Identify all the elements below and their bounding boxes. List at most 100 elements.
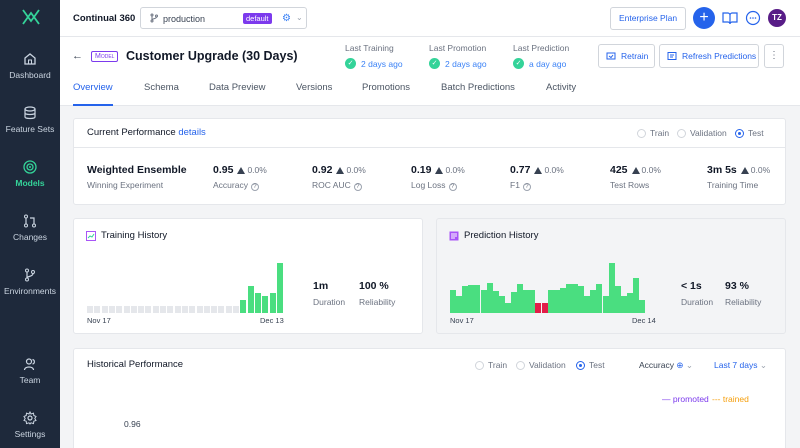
bar-success[interactable] (504, 303, 511, 313)
bar-empty[interactable] (130, 306, 137, 313)
bar-empty[interactable] (181, 306, 188, 313)
bar-success[interactable] (468, 285, 475, 313)
refresh-predictions-button[interactable]: Refresh Predictions (659, 44, 759, 68)
bar-success[interactable] (633, 278, 639, 313)
bar-success[interactable] (474, 285, 481, 313)
bar-empty[interactable] (94, 306, 101, 313)
bar-success[interactable] (620, 296, 627, 313)
bar-success[interactable] (480, 290, 487, 313)
split-radio-train[interactable]: Train (637, 128, 669, 138)
bar-success[interactable] (572, 284, 578, 313)
details-link[interactable]: details (178, 127, 206, 138)
bar-success[interactable] (511, 292, 517, 313)
meta-value[interactable]: 2 days ago (361, 58, 403, 69)
metric-select[interactable]: Accuracy ⊕ ⌄ (639, 360, 693, 371)
sidebar-item-team[interactable]: Team (0, 357, 60, 405)
bar-empty[interactable] (152, 306, 159, 313)
sidebar-item-environments[interactable]: Environments (0, 268, 60, 316)
bar-success[interactable] (626, 293, 633, 313)
bar-empty[interactable] (160, 306, 166, 313)
bar-empty[interactable] (108, 306, 115, 313)
sidebar-item-dashboard[interactable]: Dashboard (0, 52, 60, 100)
tab-activity[interactable]: Activity (546, 82, 577, 93)
tab-versions[interactable]: Versions (296, 82, 333, 93)
tab-batch-predictions[interactable]: Batch Predictions (441, 82, 515, 93)
bar-success[interactable] (639, 300, 646, 313)
bar-success[interactable] (614, 286, 621, 313)
bar-empty[interactable] (189, 306, 196, 313)
bar-empty[interactable] (203, 306, 210, 313)
bar-empty[interactable] (211, 306, 218, 313)
bar-success[interactable] (559, 288, 566, 313)
tab-data-preview[interactable]: Data Preview (209, 82, 266, 93)
tab-promotions[interactable]: Promotions (362, 82, 411, 93)
bar-success[interactable] (498, 296, 505, 313)
bar-empty[interactable] (138, 306, 145, 313)
bar-success[interactable] (240, 300, 247, 313)
bar-empty[interactable] (225, 306, 232, 313)
winner-name[interactable]: Weighted Ensemble (87, 164, 187, 176)
help-icon[interactable]: ? (250, 183, 259, 191)
back-arrow-icon[interactable]: ← (72, 50, 83, 62)
chat-icon[interactable] (745, 10, 761, 26)
bar-success[interactable] (578, 286, 585, 313)
bar-empty[interactable] (233, 306, 239, 313)
bar-success[interactable] (590, 290, 597, 313)
help-icon[interactable]: ? (353, 183, 362, 191)
split-radio-validation[interactable]: Validation (677, 128, 727, 138)
split-radio-train[interactable]: Train (475, 360, 507, 370)
bar-success[interactable] (523, 290, 530, 313)
meta-value[interactable]: 2 days ago (445, 58, 487, 69)
bar-success[interactable] (269, 293, 276, 313)
bar-success[interactable] (456, 296, 463, 313)
avatar[interactable]: TZ (768, 9, 786, 27)
bar-success[interactable] (565, 284, 572, 313)
bar-success[interactable] (596, 284, 603, 313)
tab-schema[interactable]: Schema (144, 82, 179, 93)
bar-success[interactable] (517, 284, 524, 313)
bar-empty[interactable] (101, 306, 108, 313)
bar-success[interactable] (608, 263, 615, 313)
sidebar-item-feature-sets[interactable]: Feature Sets (0, 106, 60, 154)
bar-success[interactable] (254, 293, 261, 313)
split-radio-test[interactable]: Test (576, 360, 605, 370)
bar-empty[interactable] (218, 306, 225, 313)
meta-value[interactable]: a day ago (529, 58, 567, 69)
enterprise-plan-button[interactable]: Enterprise Plan (610, 7, 686, 30)
split-radio-test[interactable]: Test (735, 128, 764, 138)
bar-success[interactable] (262, 296, 269, 313)
sidebar-item-models[interactable]: Models (0, 160, 60, 208)
sidebar-item-changes[interactable]: Changes (0, 214, 60, 262)
bar-success[interactable] (462, 286, 469, 313)
settings-gear-icon[interactable]: ⚙ (282, 13, 291, 24)
book-icon[interactable] (722, 10, 738, 26)
bar-empty[interactable] (167, 306, 174, 313)
bar-success[interactable] (247, 286, 254, 313)
bar-empty[interactable] (123, 306, 130, 313)
bar-success[interactable] (486, 283, 493, 313)
bar-failed[interactable] (541, 303, 548, 313)
sidebar-item-settings[interactable]: Settings (0, 411, 60, 448)
bar-success[interactable] (584, 296, 591, 313)
bar-empty[interactable] (145, 306, 152, 313)
continual-logo-icon[interactable] (22, 9, 40, 25)
environment-select[interactable]: production default ⚙ ⌄ (140, 7, 307, 29)
bar-success[interactable] (276, 263, 283, 313)
bar-success[interactable] (529, 290, 536, 313)
bar-empty[interactable] (196, 306, 203, 313)
bar-success[interactable] (547, 290, 554, 313)
add-button[interactable]: + (693, 7, 715, 29)
bar-success[interactable] (553, 290, 560, 313)
range-select[interactable]: Last 7 days ⌄ (714, 360, 767, 371)
bar-empty[interactable] (116, 306, 123, 313)
retrain-button[interactable]: Retrain (598, 44, 655, 68)
bar-success[interactable] (492, 291, 499, 313)
bar-empty[interactable] (174, 306, 181, 313)
bar-empty[interactable] (87, 306, 93, 313)
split-radio-validation[interactable]: Validation (516, 360, 566, 370)
more-menu-icon[interactable]: ⋮ (764, 44, 784, 68)
help-icon[interactable]: ? (448, 183, 457, 191)
bar-failed[interactable] (535, 303, 542, 313)
bar-success[interactable] (450, 290, 456, 313)
bar-success[interactable] (602, 296, 609, 313)
